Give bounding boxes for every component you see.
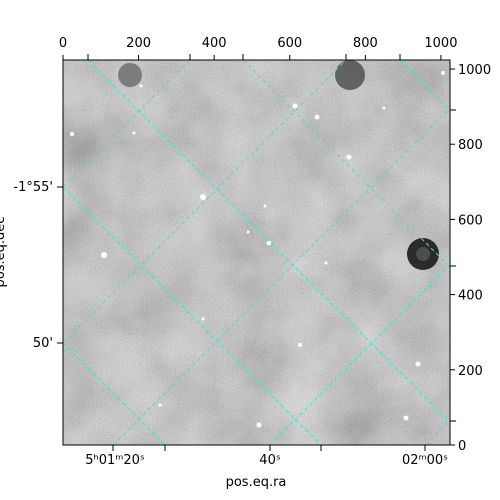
- ra-tick-label: 40ˢ: [259, 453, 281, 468]
- dec-tick-label: 50': [33, 336, 53, 351]
- ra-tick-label: 5ʰ01ᵐ20ˢ: [85, 453, 145, 468]
- y-tick-label: 600: [458, 213, 483, 228]
- ra-tick-label: 02ᵐ00ˢ: [402, 453, 448, 468]
- axes-frame: [62, 59, 451, 446]
- x-tick-label: 600: [277, 36, 302, 51]
- y-tick-label: 400: [458, 289, 483, 304]
- x-tick-label: 800: [353, 36, 378, 51]
- x-tick-label: 1000: [424, 36, 457, 51]
- x-axis-label: pos.eq.ra: [226, 475, 287, 490]
- y-tick-label: 200: [458, 364, 483, 379]
- dec-tick-label: -1°55': [13, 180, 53, 195]
- y-tick-label: 0: [458, 439, 466, 454]
- y-tick-label: 1000: [458, 63, 491, 78]
- image: [63, 60, 450, 445]
- x-tick-label: 400: [202, 36, 227, 51]
- y-axis-label: pos.eq.dec: [0, 217, 8, 288]
- x-tick-label: 0: [59, 36, 67, 51]
- coordinate-grid: [62, 59, 451, 446]
- y-tick-label: 800: [458, 138, 483, 153]
- x-tick-label: 200: [126, 36, 151, 51]
- wcs-ticks: [57, 54, 456, 451]
